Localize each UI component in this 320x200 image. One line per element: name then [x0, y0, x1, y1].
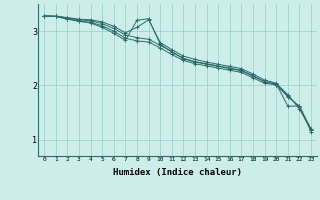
X-axis label: Humidex (Indice chaleur): Humidex (Indice chaleur): [113, 168, 242, 177]
